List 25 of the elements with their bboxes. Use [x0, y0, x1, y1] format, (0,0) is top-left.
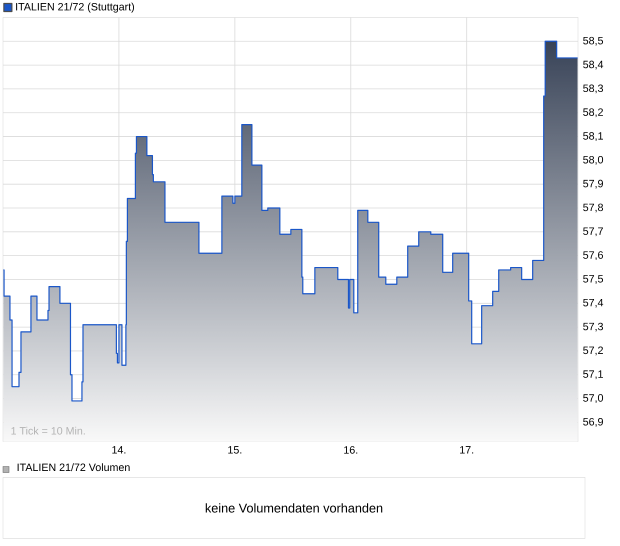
x-tick-label: 14. [112, 446, 126, 454]
y-tick-label: 57,4 [583, 298, 604, 308]
y-tick-label: 58,2 [583, 108, 603, 117]
text: ITALIEN 21/72 Volumen [18, 463, 130, 471]
y-tick-label: 57,1 [583, 370, 603, 379]
annotation: 1 Tick = 10 Min. [11, 426, 85, 434]
y-tick-label: 58,0 [583, 156, 604, 165]
y-tick-label: 57,0 [583, 394, 604, 403]
y-tick-label: 57,5 [583, 274, 604, 284]
y-tick-label: 56,9 [583, 418, 603, 427]
y-tick-label: 57,9 [583, 180, 603, 188]
x-tick-label: 16. [344, 446, 358, 454]
y-tick-label: 57,6 [583, 251, 603, 260]
x-tick-label: 17. [460, 446, 474, 454]
x-tick-label: 15. [228, 446, 242, 454]
text: keine Volumendaten vorhanden [206, 503, 382, 512]
y-tick-label: 57,3 [583, 322, 603, 332]
y-tick-label: 58,4 [583, 60, 604, 70]
y-tick-label: 58,3 [583, 84, 603, 94]
y-tick-label: 58,5 [583, 36, 604, 46]
y-tick-label: 57,2 [583, 346, 603, 356]
legend-label: ITALIEN 21/72 (Stuttgart) [16, 2, 134, 12]
y-tick-label: 57,8 [583, 203, 603, 212]
y-tick-label: 57,7 [583, 227, 603, 236]
y-tick-label: 58,1 [583, 132, 603, 141]
